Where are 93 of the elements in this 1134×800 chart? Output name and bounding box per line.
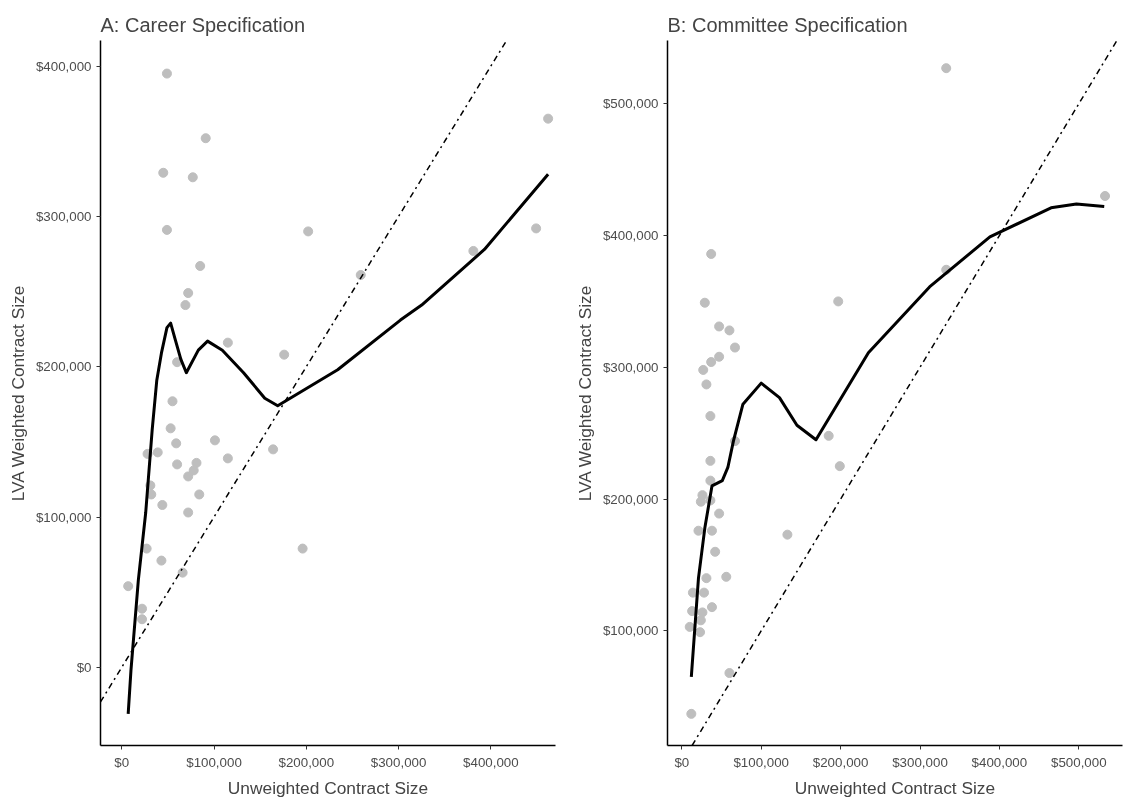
point <box>699 297 710 308</box>
point <box>180 300 191 311</box>
x-tick-label: $300,000 <box>892 754 948 770</box>
point <box>1100 191 1111 201</box>
y-tick-label: $200,000 <box>35 359 92 375</box>
point <box>706 248 717 259</box>
point <box>152 447 163 458</box>
point <box>172 459 183 470</box>
point <box>158 167 169 178</box>
point <box>724 325 735 336</box>
y-axis-title: LVA Weighted Contract Size <box>7 285 28 502</box>
x-tick-label: $300,000 <box>370 754 427 770</box>
point <box>531 223 542 234</box>
point <box>705 411 716 422</box>
point <box>706 357 717 368</box>
x-tick-label: $0 <box>674 754 690 770</box>
point <box>156 555 167 566</box>
point <box>137 603 148 614</box>
point <box>279 349 290 360</box>
point <box>183 471 194 482</box>
point <box>701 379 712 390</box>
point <box>191 457 202 468</box>
point <box>177 567 188 578</box>
point <box>123 581 134 592</box>
point <box>157 500 168 510</box>
point <box>714 351 725 362</box>
y-tick-label: $100,000 <box>35 509 92 525</box>
y-tick-label: $0 <box>76 659 92 675</box>
point <box>165 423 176 434</box>
point <box>721 571 732 582</box>
point <box>714 508 725 519</box>
point <box>171 438 182 449</box>
x-tick-label: $400,000 <box>971 754 1028 770</box>
point <box>161 224 172 235</box>
point <box>194 489 205 500</box>
x-axis-title: Unweighted Contract Size <box>794 777 996 798</box>
point <box>695 615 706 626</box>
y-tick-label: $200,000 <box>602 491 659 507</box>
point <box>699 587 710 598</box>
y-tick-label: $300,000 <box>35 208 92 224</box>
point <box>188 465 199 476</box>
y-tick-label: $300,000 <box>602 359 659 375</box>
chart-title: B: Committee Specification <box>667 13 908 36</box>
point <box>695 627 706 638</box>
x-tick-label: $100,000 <box>186 754 242 770</box>
point <box>187 172 198 183</box>
point <box>167 396 178 407</box>
point <box>701 573 712 584</box>
point <box>268 444 279 455</box>
point <box>823 430 834 441</box>
point <box>183 288 194 299</box>
x-tick-label: $0 <box>114 754 130 770</box>
point <box>200 133 211 144</box>
point <box>833 296 844 307</box>
point <box>209 435 220 446</box>
x-tick-label: $200,000 <box>278 754 335 770</box>
point <box>705 475 716 486</box>
point <box>693 525 704 536</box>
y-axis-title: LVA Weighted Contract Size <box>574 285 595 502</box>
point <box>706 525 717 536</box>
point <box>698 364 709 375</box>
chart-title: A: Career Specification <box>100 13 306 36</box>
point <box>714 321 725 332</box>
y-tick-label: $100,000 <box>602 623 659 639</box>
point <box>834 461 845 472</box>
point <box>706 602 717 613</box>
x-axis-title: Unweighted Contract Size <box>227 777 429 798</box>
point <box>137 614 148 625</box>
x-tick-label: $400,000 <box>463 754 519 770</box>
point <box>303 226 314 237</box>
point <box>724 668 735 679</box>
point <box>183 507 194 518</box>
x-tick-label: $200,000 <box>812 754 869 770</box>
point <box>710 546 721 557</box>
y-tick-label: $500,000 <box>602 96 659 112</box>
point <box>686 708 697 719</box>
point <box>782 529 793 540</box>
y-tick-label: $400,000 <box>602 228 659 244</box>
point <box>730 342 740 353</box>
x-tick-label: $100,000 <box>733 754 789 770</box>
point <box>705 455 716 466</box>
point <box>195 260 206 271</box>
y-tick-label: $400,000 <box>35 58 92 74</box>
point <box>161 68 172 79</box>
point <box>297 543 308 554</box>
point <box>543 113 554 124</box>
point <box>222 337 233 348</box>
point <box>684 621 695 632</box>
point <box>695 496 706 507</box>
x-tick-label: $500,000 <box>1051 754 1107 770</box>
point <box>468 245 479 256</box>
point <box>941 63 952 74</box>
point <box>222 453 233 464</box>
